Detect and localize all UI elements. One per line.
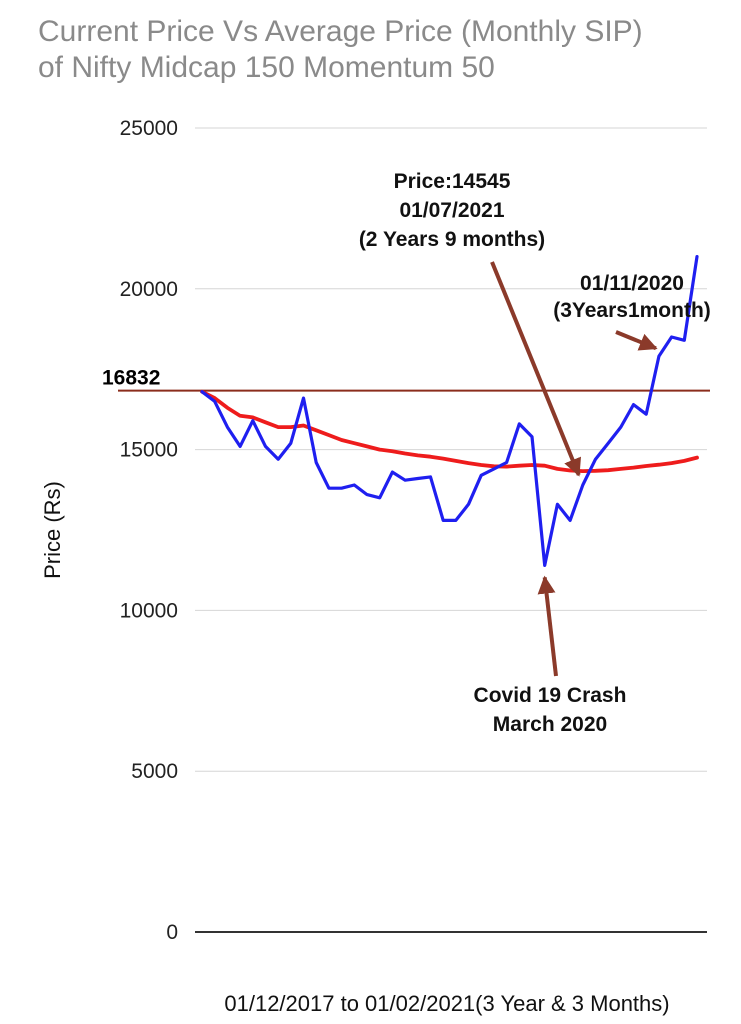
average-price-series-line: [200, 389, 699, 474]
gridlines: [195, 127, 707, 933]
annotation-text: Covid 19 Crash: [474, 684, 627, 707]
annotation-text: (2 Years 9 months): [359, 228, 545, 251]
y-tick-label: 25000: [120, 117, 178, 140]
annotation: 01/11/2020 (3Years1month): [553, 272, 711, 351]
chart-title: Current Price Vs Average Price (Monthly …: [38, 14, 728, 86]
annotation-text: 01/11/2020: [580, 272, 684, 295]
chart-title-line-2: of Nifty Midcap 150 Momentum 50: [38, 51, 495, 84]
y-tick-label: 15000: [120, 439, 178, 462]
annotation-text: Price:14545: [394, 170, 511, 193]
annotation: Covid 19 Crash March 2020: [474, 575, 627, 736]
reference-line-group: 16832: [102, 367, 710, 392]
y-tick-label: 0: [166, 921, 178, 944]
y-tick-label: 5000: [131, 760, 178, 783]
annotation-text: 01/07/2021: [399, 199, 504, 222]
annotation-arrow: [537, 575, 558, 677]
y-axis-label: Price (Rs): [40, 481, 65, 579]
y-tick-label: 20000: [120, 278, 178, 301]
annotation-arrow: [615, 330, 658, 351]
annotations: Price:14545 01/07/2021 (2 Years 9 months) 0…: [359, 170, 711, 736]
y-tick-label: 10000: [120, 599, 178, 622]
annotation-text: March 2020: [493, 713, 607, 736]
chart-title-line-1: Current Price Vs Average Price (Monthly …: [38, 15, 643, 48]
annotation-arrow: [490, 261, 581, 477]
series-lines: [200, 255, 699, 568]
annotation: Price:14545 01/07/2021 (2 Years 9 months): [359, 170, 581, 477]
reference-line-label: 16832: [102, 367, 160, 390]
y-axis-ticks: 0 5000 10000 15000 20000 25000: [120, 117, 178, 944]
annotation-text: (3Years1month): [553, 299, 711, 322]
price-series-line: [200, 255, 699, 568]
x-axis-label: 01/12/2017 to 01/02/2021(3 Year & 3 Mont…: [224, 991, 669, 1016]
